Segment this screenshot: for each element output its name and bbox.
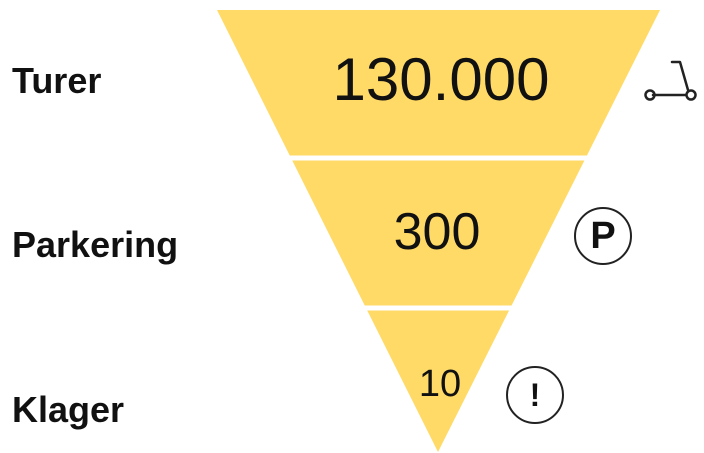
funnel-shape [217,10,660,452]
exclamation-icon: ! [506,366,564,424]
scooter-icon [644,60,697,101]
value-parkering: 300 [393,203,481,261]
row-label-klager: Klager [12,389,125,430]
value-klager: 10 [418,363,462,405]
parking-icon: P [574,207,632,265]
value-turer: 130.000 [332,46,550,113]
row-label-turer: Turer [12,60,102,101]
row-label-parkering: Parkering [12,224,179,265]
